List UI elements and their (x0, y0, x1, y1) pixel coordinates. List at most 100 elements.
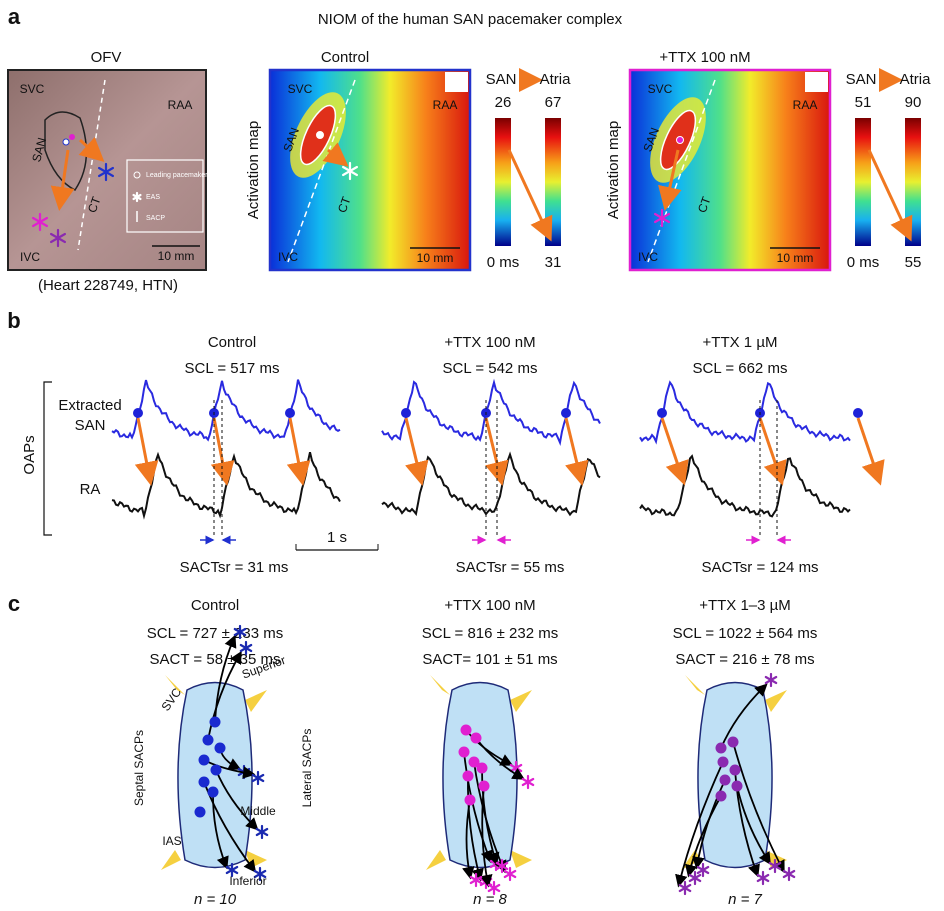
scale-label: 10 mm (417, 251, 454, 265)
trace-label: SAN (75, 417, 106, 434)
bar-to: Atria (900, 71, 932, 88)
map-mask (445, 72, 468, 92)
conduction-arrow (214, 418, 226, 480)
asterisk (505, 868, 515, 880)
sacp-origin (732, 781, 743, 792)
asterisk (758, 872, 768, 884)
bar-min: 31 (545, 254, 562, 271)
asterisk (253, 772, 263, 784)
upstroke-dot (853, 408, 863, 418)
bar-min: 55 (905, 254, 922, 271)
trace-label: RA (80, 481, 101, 498)
sacp-origin (479, 781, 490, 792)
column-title: Control (208, 334, 256, 351)
bracket (44, 382, 52, 535)
sacp-origin (463, 771, 474, 782)
figure: a NIOM of the human SAN pacemaker complex… (0, 0, 944, 911)
panel-label: c (8, 591, 20, 616)
asterisk (766, 674, 776, 686)
map-label: RAA (793, 98, 818, 112)
column-title: +TTX 100 nM (444, 334, 535, 351)
asterisk (690, 872, 700, 884)
bar-from: SAN (846, 71, 877, 88)
time-scale-label: 1 s (327, 529, 347, 546)
san-trace (112, 380, 340, 440)
sacp-origin (465, 795, 476, 806)
conduction-arrow (858, 418, 879, 480)
bar-max: 51 (855, 94, 872, 111)
sacp-origin (199, 755, 210, 766)
column-title: +TTX 100 nM (444, 597, 535, 614)
sacp-origin (720, 775, 731, 786)
asterisk (698, 864, 708, 876)
sacp-origin (716, 743, 727, 754)
sacp-origin (215, 743, 226, 754)
conduction-arrow (406, 418, 421, 480)
bar-max: 90 (905, 94, 922, 111)
map-label: SVC (648, 82, 673, 96)
bar-from: SAN (486, 71, 517, 88)
pacemaker-dot (69, 134, 75, 140)
ra-trace (640, 456, 850, 516)
scl-text: SCL = 517 ms (185, 360, 280, 377)
sacp-origin (459, 747, 470, 758)
sacp-origin (718, 757, 729, 768)
map-title: Control (321, 49, 369, 66)
sacp-origin (471, 733, 482, 744)
map-label: IVC (278, 250, 298, 264)
pacemaker-dot (317, 132, 324, 139)
bar-arrow (869, 150, 909, 236)
y-label: OAPs (21, 435, 38, 474)
colour-bar (545, 118, 561, 246)
sacp-origin (728, 737, 739, 748)
axis-label: Lateral SACPs (300, 729, 314, 808)
anatomy-label: SVC (159, 685, 185, 714)
conduction-arrow (566, 418, 581, 480)
conduction-arrow (290, 418, 302, 480)
sacp-origin (211, 765, 222, 776)
colour-bar (905, 118, 921, 246)
bar-max: 26 (495, 94, 512, 111)
photo-label: IVC (20, 250, 40, 264)
upstroke-dot (133, 408, 143, 418)
ra-trace (382, 455, 600, 515)
panel-title: NIOM of the human SAN pacemaker complex (318, 11, 623, 28)
scale-label: 10 mm (158, 249, 195, 263)
upstroke-dot (561, 408, 571, 418)
n-label: n = 8 (473, 891, 507, 908)
colour-bar (495, 118, 511, 246)
sact-text: SACTsr = 55 ms (456, 559, 565, 576)
sact-text: SACTsr = 124 ms (701, 559, 818, 576)
photo-label: SVC (20, 82, 45, 96)
asterisk (784, 868, 794, 880)
legend-text: SACP (146, 215, 165, 222)
bar-min: 0 ms (487, 254, 520, 271)
anatomy-label: IAS (162, 834, 181, 848)
photo-title: OFV (91, 49, 122, 66)
pacemaker-dot (677, 137, 684, 144)
sact-text: SACT= 101 ± 51 ms (422, 651, 557, 668)
panel-label: a (8, 4, 21, 29)
column-title: Control (191, 597, 239, 614)
bar-to: Atria (540, 71, 572, 88)
sacp-origin (730, 765, 741, 776)
scl-text: SCL = 727 ± 233 ms (147, 625, 284, 642)
column-title: +TTX 1–3 µM (699, 597, 791, 614)
axis-label: Septal SACPs (132, 730, 146, 806)
san-trace (640, 383, 850, 442)
legend-text: Leading pacemaker (146, 172, 208, 179)
conduction-arrow (138, 418, 150, 480)
asterisk (257, 826, 267, 838)
legend-text: EAS (146, 194, 160, 201)
upstroke-dot (285, 408, 295, 418)
scl-text: SCL = 662 ms (693, 360, 788, 377)
sacp-origin (210, 717, 221, 728)
map-mask (805, 72, 828, 92)
bar-max: 67 (545, 94, 562, 111)
asterisk (523, 776, 533, 788)
conduction-arrow (760, 418, 781, 480)
panel-label: b (7, 308, 20, 333)
conduction-arrow (486, 418, 501, 480)
sact-text: SACTsr = 31 ms (180, 559, 289, 576)
sacp-origin (716, 791, 727, 802)
